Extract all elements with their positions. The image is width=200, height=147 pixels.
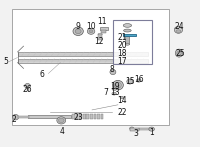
Ellipse shape bbox=[89, 30, 93, 33]
Text: 17: 17 bbox=[117, 57, 127, 66]
Text: 4: 4 bbox=[60, 127, 65, 136]
Bar bbox=[18, 116, 29, 118]
Ellipse shape bbox=[125, 44, 129, 45]
Ellipse shape bbox=[25, 83, 30, 88]
Bar bbox=[12, 9, 169, 125]
Ellipse shape bbox=[177, 51, 181, 55]
Bar bbox=[101, 30, 106, 33]
Text: 16: 16 bbox=[134, 75, 144, 84]
Ellipse shape bbox=[73, 27, 83, 35]
Ellipse shape bbox=[127, 79, 133, 84]
Text: 9: 9 bbox=[76, 22, 81, 31]
Text: 19: 19 bbox=[110, 82, 120, 91]
Text: 23: 23 bbox=[73, 113, 83, 122]
Ellipse shape bbox=[58, 118, 64, 123]
Bar bbox=[123, 34, 136, 36]
Bar bbox=[79, 114, 82, 119]
Bar bbox=[18, 59, 148, 63]
Text: 5: 5 bbox=[3, 57, 8, 66]
Text: 20: 20 bbox=[117, 41, 127, 50]
Ellipse shape bbox=[112, 80, 123, 90]
Ellipse shape bbox=[98, 34, 102, 35]
Text: 11: 11 bbox=[97, 17, 107, 26]
Bar bbox=[113, 20, 152, 64]
Bar bbox=[94, 114, 96, 119]
Text: 13: 13 bbox=[110, 88, 120, 97]
Ellipse shape bbox=[123, 24, 132, 27]
Bar bbox=[90, 114, 93, 119]
Text: 1: 1 bbox=[149, 128, 154, 137]
Text: 18: 18 bbox=[117, 49, 127, 58]
Bar bbox=[76, 114, 78, 119]
Bar bbox=[98, 34, 102, 40]
Bar bbox=[101, 114, 103, 119]
Text: 10: 10 bbox=[86, 22, 96, 31]
Ellipse shape bbox=[175, 49, 183, 57]
Ellipse shape bbox=[75, 29, 81, 34]
Ellipse shape bbox=[13, 114, 19, 120]
Bar bbox=[86, 114, 89, 119]
Ellipse shape bbox=[114, 82, 121, 88]
Bar bbox=[72, 114, 75, 119]
Bar bbox=[139, 128, 150, 130]
Ellipse shape bbox=[124, 29, 131, 32]
Text: 12: 12 bbox=[94, 37, 104, 46]
Ellipse shape bbox=[112, 92, 116, 95]
Text: 25: 25 bbox=[176, 49, 185, 58]
Bar bbox=[130, 128, 139, 131]
Ellipse shape bbox=[130, 127, 134, 130]
Ellipse shape bbox=[120, 96, 124, 99]
Text: 21: 21 bbox=[117, 33, 127, 42]
Ellipse shape bbox=[149, 127, 154, 131]
Bar bbox=[83, 114, 86, 119]
Ellipse shape bbox=[112, 87, 116, 91]
Text: 3: 3 bbox=[133, 129, 138, 138]
Bar bbox=[97, 114, 100, 119]
Ellipse shape bbox=[57, 117, 66, 124]
Text: 24: 24 bbox=[175, 22, 184, 31]
Text: 14: 14 bbox=[117, 96, 127, 105]
Text: 15: 15 bbox=[125, 77, 135, 86]
Text: 2: 2 bbox=[11, 115, 16, 124]
Ellipse shape bbox=[174, 26, 183, 33]
Ellipse shape bbox=[176, 30, 181, 33]
Text: 8: 8 bbox=[110, 65, 114, 74]
Bar bbox=[28, 115, 71, 118]
Ellipse shape bbox=[136, 79, 141, 82]
Ellipse shape bbox=[87, 28, 95, 34]
Text: 6: 6 bbox=[40, 70, 45, 80]
Bar bbox=[27, 87, 29, 91]
Bar bbox=[18, 52, 148, 56]
Text: 22: 22 bbox=[117, 108, 127, 117]
Text: 7: 7 bbox=[104, 88, 108, 97]
Ellipse shape bbox=[110, 70, 116, 75]
Bar bbox=[100, 27, 108, 30]
Text: 26: 26 bbox=[23, 85, 32, 94]
Bar bbox=[125, 36, 129, 44]
